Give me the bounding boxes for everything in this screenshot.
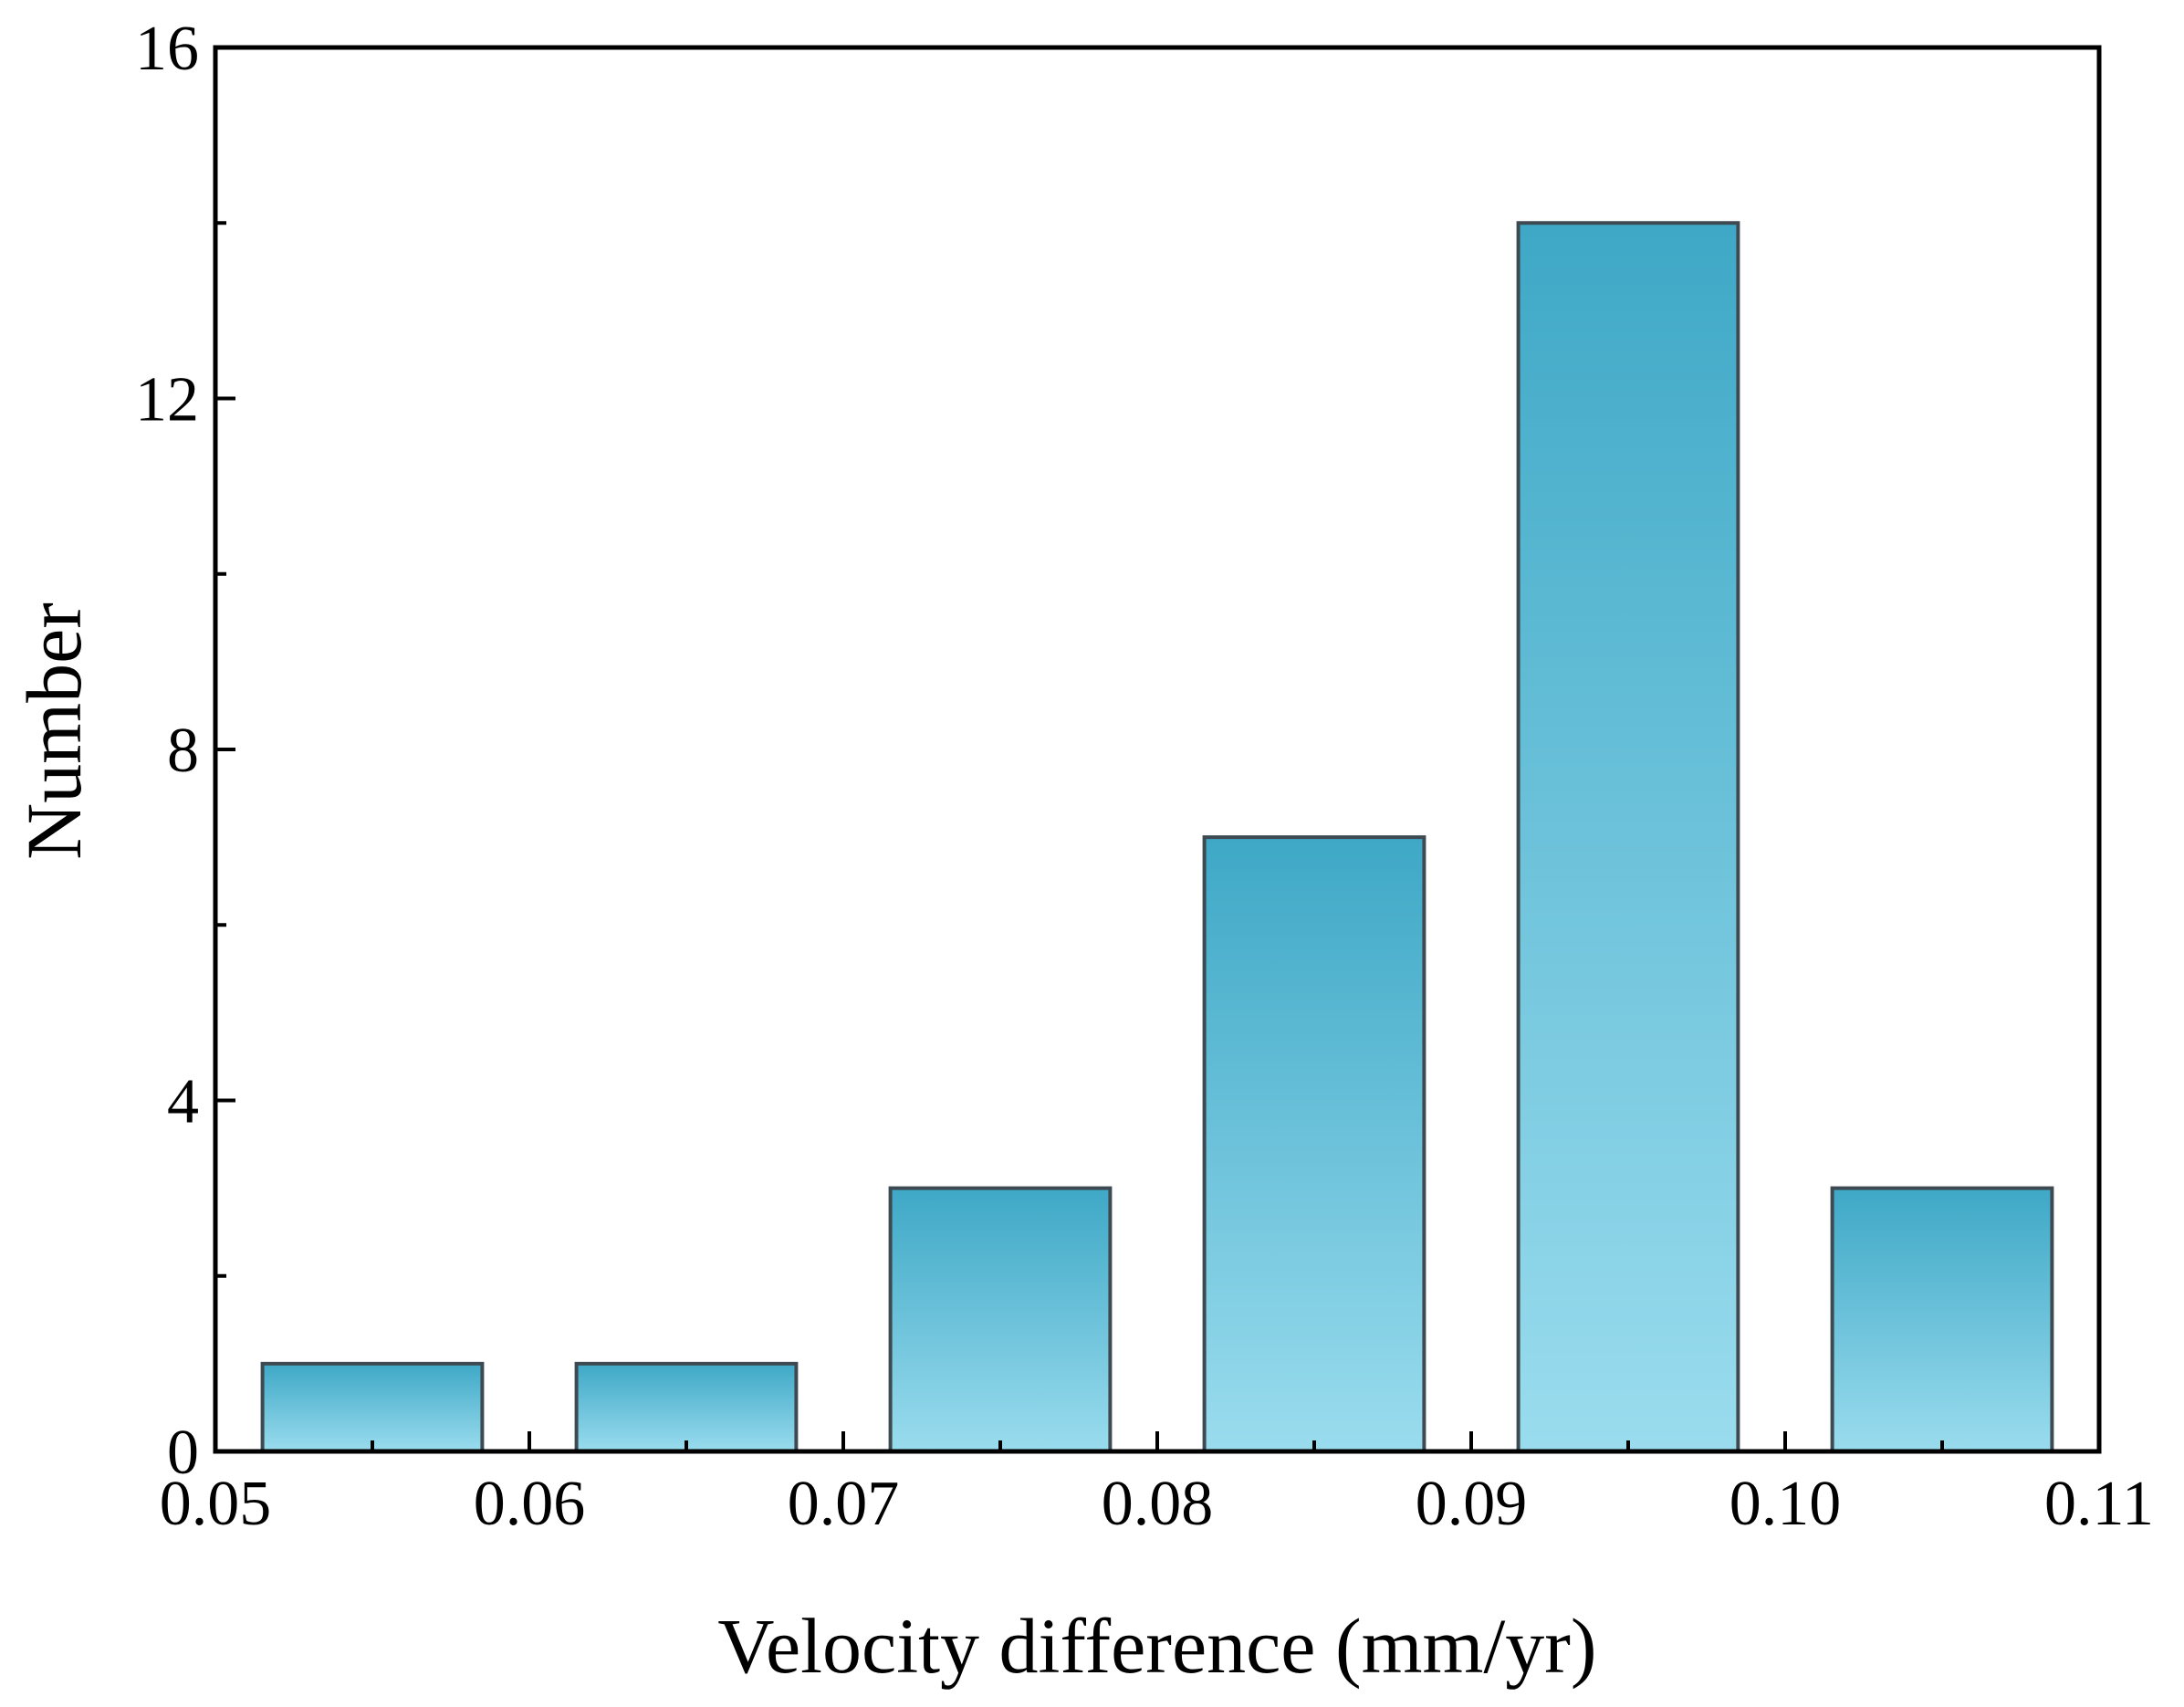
histogram-bar [260, 1361, 485, 1453]
histogram-bar [1202, 835, 1426, 1453]
y-tick-label: 4 [167, 1067, 199, 1137]
histogram-bar [888, 1186, 1113, 1453]
bars-layer [260, 221, 2054, 1453]
x-tick-label: 0.07 [788, 1469, 900, 1539]
x-tick-label: 0.09 [1416, 1469, 1528, 1539]
x-tick-label: 0.10 [1729, 1469, 1842, 1539]
x-tick-label: 0.06 [474, 1469, 586, 1539]
tick-labels-layer: 0.05 0.06 0.07 0.08 0.09 0.10 0.11 0 4 8 12 16 [135, 14, 2154, 1539]
y-tick-label: 8 [167, 716, 199, 786]
x-tick-label: 0.11 [2044, 1469, 2154, 1539]
x-axis-label: Velocity difference (mm/yr) [717, 1602, 1596, 1690]
plot-frame [213, 45, 2102, 1454]
x-tick-label: 0.08 [1102, 1469, 1214, 1539]
histogram-bar [1516, 221, 1740, 1453]
histogram-bar [574, 1361, 799, 1453]
y-tick-label: 0 [167, 1418, 199, 1488]
x-tick-label: 0.05 [160, 1469, 272, 1539]
y-tick-label: 16 [135, 14, 199, 84]
y-tick-label: 12 [135, 365, 199, 435]
histogram-bar [1830, 1186, 2054, 1453]
ticks-layer [214, 46, 2101, 1453]
y-axis-label: Number [10, 602, 98, 860]
